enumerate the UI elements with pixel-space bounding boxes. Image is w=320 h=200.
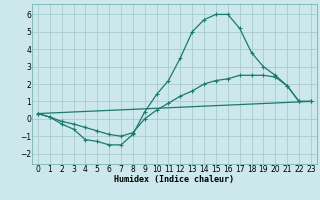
X-axis label: Humidex (Indice chaleur): Humidex (Indice chaleur) — [115, 175, 234, 184]
